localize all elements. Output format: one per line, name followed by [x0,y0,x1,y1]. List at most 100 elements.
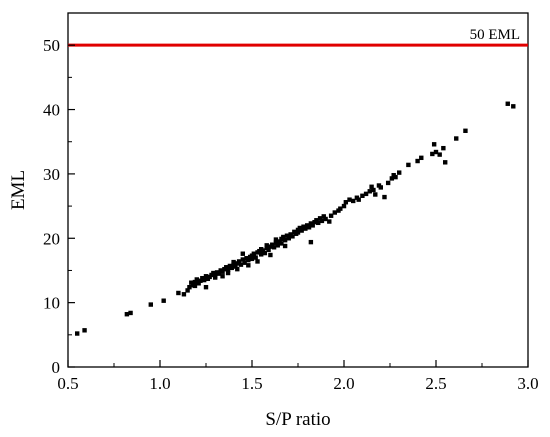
data-point [238,262,244,267]
data-point [260,248,266,253]
data-point [262,250,268,256]
data-point [441,145,446,151]
data-point [220,269,225,274]
data-point [282,238,288,243]
data-point [290,234,295,239]
data-point [194,277,199,282]
data-point [295,230,301,235]
data-point [192,283,198,289]
x-tick-label: 1.5 [241,374,262,393]
data-point [310,223,315,228]
y-tick-label: 50 [43,36,60,55]
data-point [271,245,277,250]
data-point [385,180,391,186]
data-point [415,158,420,164]
data-point [251,251,257,256]
data-point [264,243,269,248]
y-tick-label: 30 [43,165,60,184]
y-tick-label: 40 [43,101,60,120]
data-point [319,218,325,224]
plot-frame [67,12,529,368]
data-point [275,243,280,248]
data-point [430,151,435,157]
data-point [236,259,242,264]
data-point [371,187,376,193]
data-point [192,279,198,285]
data-point [148,302,153,307]
data-point [176,290,181,296]
data-point [198,278,203,283]
data-point [356,197,361,202]
data-point [332,210,337,215]
data-point [297,225,303,231]
data-point [189,280,194,285]
data-point [181,292,187,297]
data-point [363,191,369,197]
data-point [327,219,332,224]
data-point [201,277,207,283]
data-point [419,155,424,161]
data-point [124,312,130,317]
data-point [273,237,279,242]
data-point [268,252,273,258]
data-point [360,193,365,198]
data-point [406,162,411,168]
data-point [463,128,468,133]
data-point [242,260,247,265]
data-point [282,243,288,249]
data-point [220,274,225,279]
data-point [284,233,290,238]
data-point [347,197,352,202]
data-point [246,257,251,263]
x-axis: 0.5 1.0 1.5 2.0 2.5 3.0 [57,360,539,393]
data-point [259,252,264,257]
data-point [338,206,343,211]
data-point [161,298,166,303]
y-axis: 0 10 20 30 40 50 [43,36,75,377]
data-point [373,192,378,197]
data-point [378,185,383,190]
data-point [203,284,209,290]
data-point [229,265,234,271]
data-point [225,267,231,273]
data-point [185,288,190,293]
data-point [397,170,402,175]
y-tick-label: 20 [43,229,60,248]
data-point [351,198,356,204]
data-point [233,264,238,269]
data-point [240,251,245,256]
data-point [389,176,395,181]
data-point [433,149,439,155]
data-point [216,271,222,276]
data-point [128,310,133,316]
data-point [253,255,258,260]
data-point [273,240,279,245]
data-point [225,270,231,276]
data-point [341,203,347,209]
data-points [75,101,516,336]
data-point [211,270,216,276]
data-point [343,200,349,205]
data-point [321,214,326,219]
data-point [437,152,442,157]
data-point [235,266,240,272]
data-point [231,259,236,265]
data-point [505,101,510,106]
data-point [82,328,87,333]
data-point [270,242,275,247]
x-tick-label: 1.0 [149,374,170,393]
reference-line-layer: 50 EML [68,27,528,47]
data-point [224,265,229,270]
y-tick-label: 0 [52,358,61,377]
data-point [393,174,398,180]
data-point [317,216,323,221]
data-point [286,236,291,241]
data-point [281,234,286,240]
x-tick-label: 2.0 [333,374,354,393]
x-axis-title: S/P ratio [265,409,330,430]
data-point [75,331,80,336]
data-point [443,160,448,165]
data-point [511,104,516,109]
reference-line-label: 50 EML [470,27,520,43]
